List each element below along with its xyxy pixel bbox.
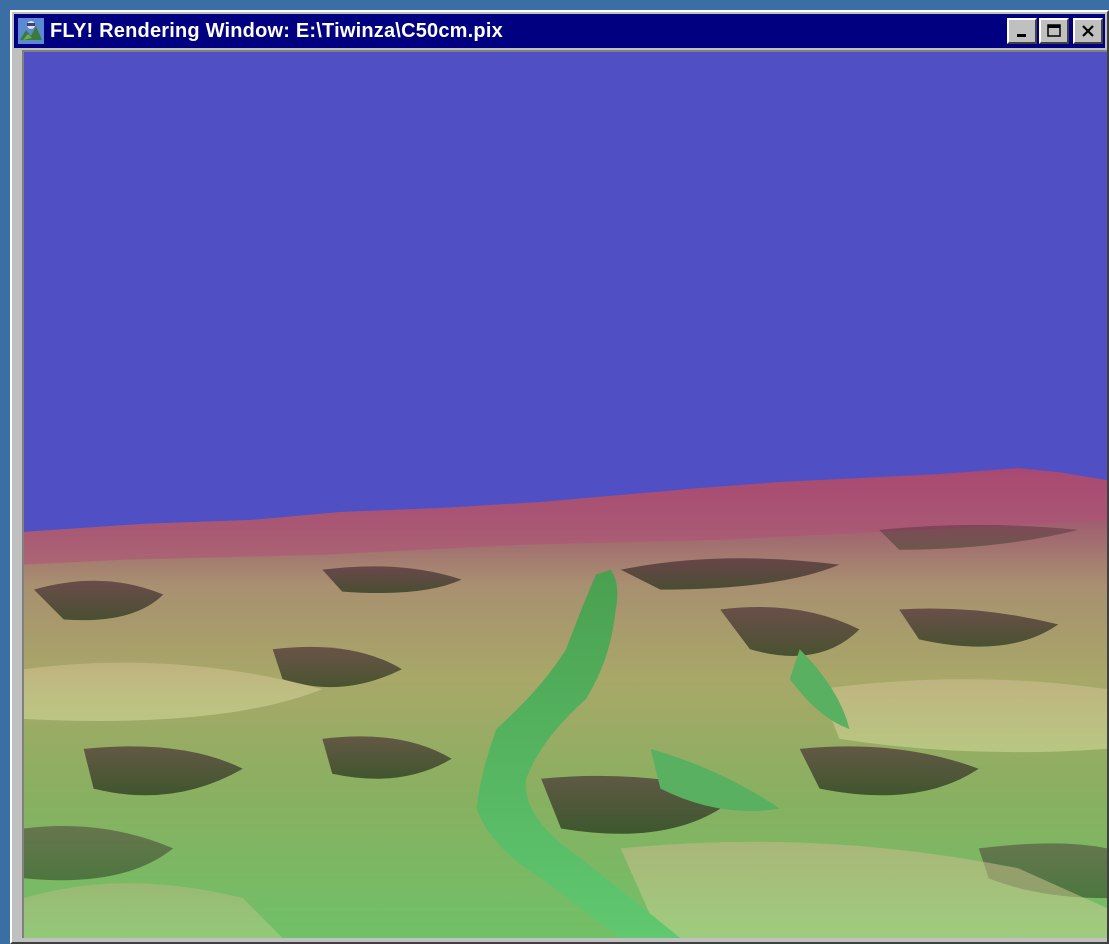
close-icon	[1082, 25, 1094, 37]
title-bar[interactable]: FLY! Rendering Window: E:\Tiwinza\C50cm.…	[14, 14, 1105, 48]
maximize-icon	[1047, 24, 1061, 37]
valley-stream	[476, 569, 681, 938]
minimize-button[interactable]	[1007, 18, 1037, 44]
minimize-icon	[1017, 34, 1026, 37]
terrain-render	[24, 468, 1107, 938]
rendering-window: FLY! Rendering Window: E:\Tiwinza\C50cm.…	[10, 10, 1109, 944]
render-viewport[interactable]	[22, 50, 1107, 938]
close-button[interactable]	[1073, 18, 1103, 44]
window-title: FLY! Rendering Window: E:\Tiwinza\C50cm.…	[50, 19, 503, 42]
window-controls	[1007, 18, 1103, 44]
fly-app-icon[interactable]	[18, 18, 44, 44]
maximize-button[interactable]	[1039, 18, 1069, 44]
